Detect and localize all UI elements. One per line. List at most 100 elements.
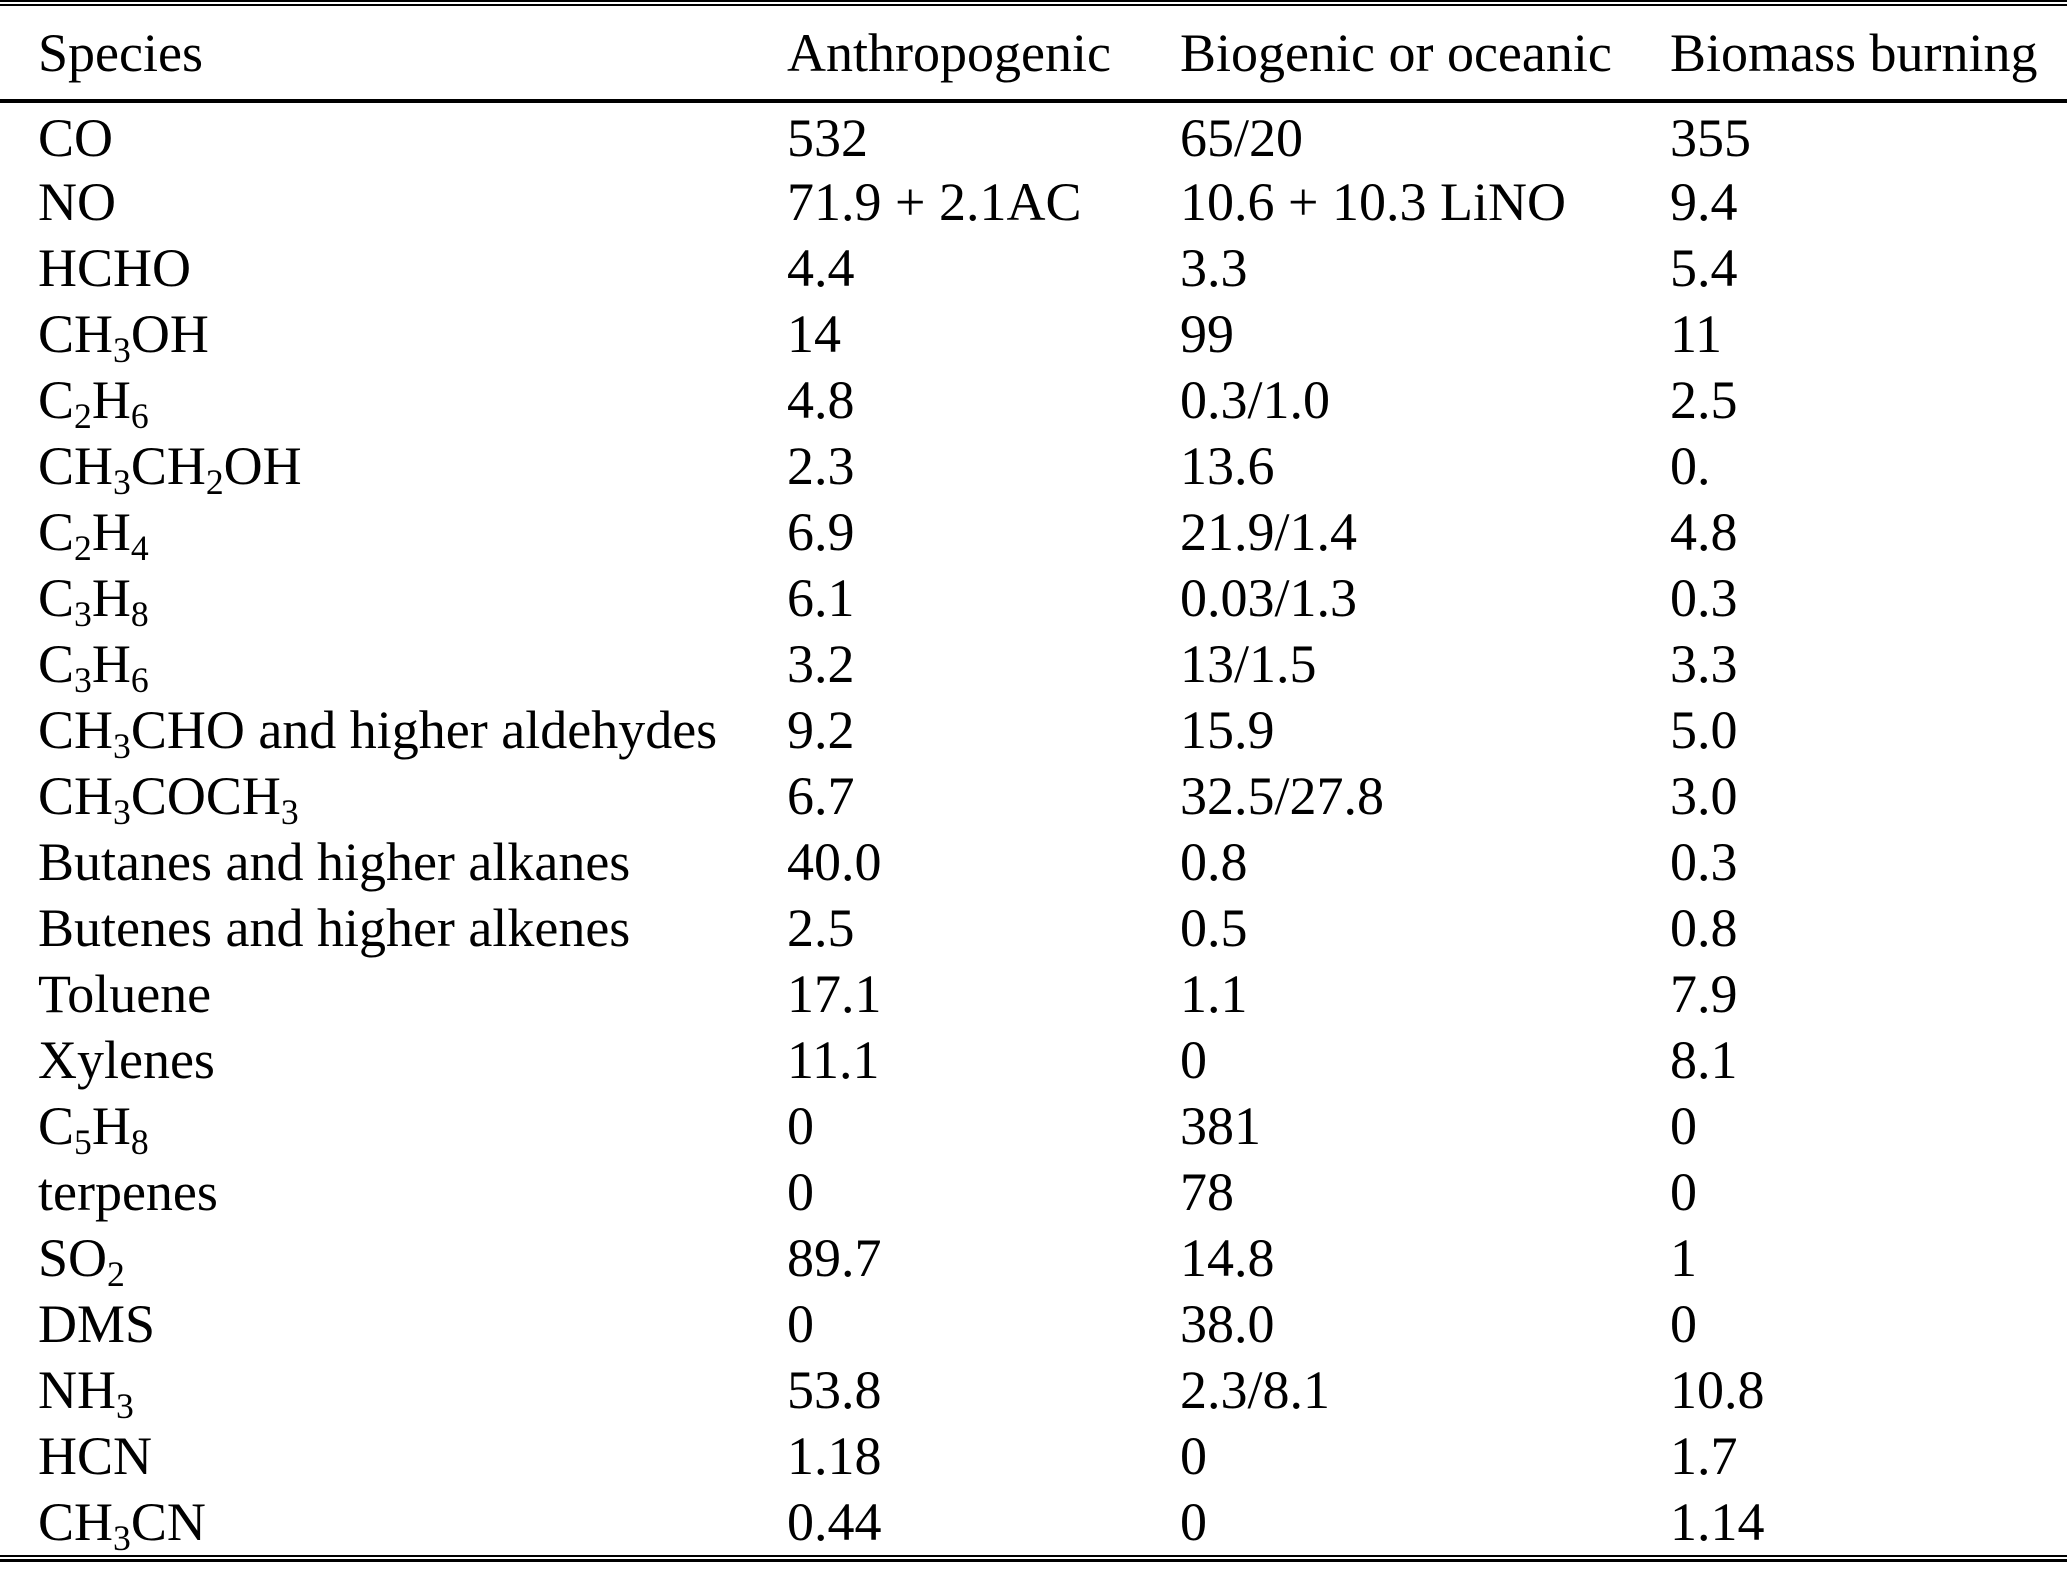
header-separator-rule <box>0 99 2067 103</box>
emissions-table-body: CO 532 65/20 355 NO 71.9 + 2.1AC 10.6 + 10.3 L… <box>0 103 2067 1558</box>
biogenic-oceanic-cell: 0.03/1.3 <box>1180 568 1358 628</box>
column-header-biogenic-oceanic: Biogenic or oceanic <box>1180 22 1612 83</box>
biogenic-oceanic-cell: 13/1.5 <box>1180 634 1317 694</box>
table-row: C2H4 6.9 21.9/1.4 4.8 <box>0 499 2067 566</box>
species-cell: CO <box>38 108 114 168</box>
anthropogenic-cell: 89.7 <box>787 1228 882 1288</box>
biomass-burning-cell: 0 <box>1670 1096 1697 1156</box>
table-bottom-rule-inner <box>0 1555 2067 1557</box>
anthropogenic-cell: 4.4 <box>787 238 855 298</box>
biomass-burning-cell: 355 <box>1670 108 1751 168</box>
biomass-burning-cell: 1.14 <box>1670 1492 1765 1552</box>
species-cell: CH3COCH3 <box>38 766 299 832</box>
biomass-burning-cell: 0.8 <box>1670 898 1738 958</box>
biogenic-oceanic-cell: 14.8 <box>1180 1228 1275 1288</box>
species-cell: NH3 <box>38 1360 134 1426</box>
species-cell: CH3CN <box>38 1492 206 1558</box>
table-row: NO 71.9 + 2.1AC 10.6 + 10.3 LiNO 9.4 <box>0 169 2067 235</box>
biogenic-oceanic-cell: 0 <box>1180 1426 1207 1486</box>
anthropogenic-cell: 6.9 <box>787 502 855 562</box>
anthropogenic-cell: 2.5 <box>787 898 855 958</box>
anthropogenic-cell: 6.7 <box>787 766 855 826</box>
anthropogenic-cell: 3.2 <box>787 634 855 694</box>
biogenic-oceanic-cell: 13.6 <box>1180 436 1275 496</box>
table-row: HCHO 4.4 3.3 5.4 <box>0 235 2067 301</box>
species-cell: terpenes <box>38 1162 218 1222</box>
table-row: DMS 0 38.0 0 <box>0 1291 2067 1357</box>
species-cell: NO <box>38 172 116 232</box>
biomass-burning-cell: 0. <box>1670 436 1711 496</box>
biogenic-oceanic-cell: 38.0 <box>1180 1294 1275 1354</box>
biomass-burning-cell: 9.4 <box>1670 172 1738 232</box>
header-row: Species Anthropogenic Biogenic or oceani… <box>0 6 2067 99</box>
table-row: Butanes and higher alkanes 40.0 0.8 0.3 <box>0 829 2067 895</box>
biomass-burning-cell: 3.0 <box>1670 766 1738 826</box>
table-row: C5H8 0 381 0 <box>0 1093 2067 1162</box>
anthropogenic-cell: 17.1 <box>787 964 882 1024</box>
biomass-burning-cell: 0 <box>1670 1162 1697 1222</box>
biogenic-oceanic-cell: 0 <box>1180 1492 1207 1552</box>
biomass-burning-cell: 4.8 <box>1670 502 1738 562</box>
species-cell: C3H8 <box>38 568 149 634</box>
biogenic-oceanic-cell: 10.6 + 10.3 LiNO <box>1180 172 1566 232</box>
biogenic-oceanic-cell: 15.9 <box>1180 700 1275 760</box>
species-cell: Xylenes <box>38 1030 215 1090</box>
anthropogenic-cell: 0 <box>787 1162 814 1222</box>
table-top-rule-outer <box>0 0 2067 2</box>
anthropogenic-cell: 40.0 <box>787 832 882 892</box>
biomass-burning-cell: 0.3 <box>1670 832 1738 892</box>
biogenic-oceanic-cell: 381 <box>1180 1096 1261 1156</box>
table-body: CO 532 65/20 355 NO 71.9 + 2.1AC 10.6 + 10.3 L… <box>0 103 2067 1558</box>
species-cell: HCHO <box>38 238 192 298</box>
table-row: CH3COCH3 6.7 32.5/27.8 3.0 <box>0 763 2067 832</box>
biogenic-oceanic-cell: 3.3 <box>1180 238 1248 298</box>
anthropogenic-cell: 53.8 <box>787 1360 882 1420</box>
biomass-burning-cell: 1.7 <box>1670 1426 1738 1486</box>
table-row: CH3OH 14 99 11 <box>0 301 2067 368</box>
anthropogenic-cell: 532 <box>787 108 868 168</box>
table-row: terpenes 0 78 0 <box>0 1159 2067 1225</box>
species-cell: CH3CH2OH <box>38 436 302 502</box>
anthropogenic-cell: 4.8 <box>787 370 855 430</box>
biomass-burning-cell: 0 <box>1670 1294 1697 1354</box>
anthropogenic-cell: 9.2 <box>787 700 855 760</box>
biomass-burning-cell: 8.1 <box>1670 1030 1738 1090</box>
column-header-species: Species <box>38 22 203 83</box>
table-row: SO2 89.7 14.8 1 <box>0 1225 2067 1292</box>
species-cell: HCN <box>38 1426 153 1486</box>
biogenic-oceanic-cell: 0.5 <box>1180 898 1248 958</box>
anthropogenic-cell: 0 <box>787 1294 814 1354</box>
table-top-rule-gap <box>0 2 2067 4</box>
table-row: C2H6 4.8 0.3/1.0 2.5 <box>0 367 2067 434</box>
species-cell: C3H6 <box>38 634 149 700</box>
biomass-burning-cell: 3.3 <box>1670 634 1738 694</box>
biomass-burning-cell: 0.3 <box>1670 568 1738 628</box>
biogenic-oceanic-cell: 0 <box>1180 1030 1207 1090</box>
table-row: Xylenes 11.1 0 8.1 <box>0 1027 2067 1093</box>
anthropogenic-cell: 71.9 + 2.1AC <box>787 172 1082 232</box>
column-header-anthropogenic: Anthropogenic <box>787 22 1111 83</box>
biomass-burning-cell: 7.9 <box>1670 964 1738 1024</box>
table-row: Toluene 17.1 1.1 7.9 <box>0 961 2067 1027</box>
biogenic-oceanic-cell: 32.5/27.8 <box>1180 766 1385 826</box>
species-cell: Butanes and higher alkanes <box>38 832 631 892</box>
table-row: CO 532 65/20 355 <box>0 103 2067 169</box>
emissions-table: Species Anthropogenic Biogenic or oceani… <box>0 6 2067 99</box>
species-cell: Butenes and higher alkenes <box>38 898 631 958</box>
table-row: NH3 53.8 2.3/8.1 10.8 <box>0 1357 2067 1426</box>
anthropogenic-cell: 6.1 <box>787 568 855 628</box>
biomass-burning-cell: 11 <box>1670 304 1722 364</box>
table-row: C3H6 3.2 13/1.5 3.3 <box>0 631 2067 700</box>
biogenic-oceanic-cell: 0.3/1.0 <box>1180 370 1331 430</box>
species-cell: Toluene <box>38 964 212 1024</box>
biomass-burning-cell: 2.5 <box>1670 370 1738 430</box>
species-cell: C5H8 <box>38 1096 149 1162</box>
biogenic-oceanic-cell: 99 <box>1180 304 1234 364</box>
species-cell: DMS <box>38 1294 156 1354</box>
biogenic-oceanic-cell: 65/20 <box>1180 108 1304 168</box>
biogenic-oceanic-cell: 1.1 <box>1180 964 1248 1024</box>
anthropogenic-cell: 1.18 <box>787 1426 882 1486</box>
biogenic-oceanic-cell: 2.3/8.1 <box>1180 1360 1331 1420</box>
biomass-burning-cell: 5.0 <box>1670 700 1738 760</box>
